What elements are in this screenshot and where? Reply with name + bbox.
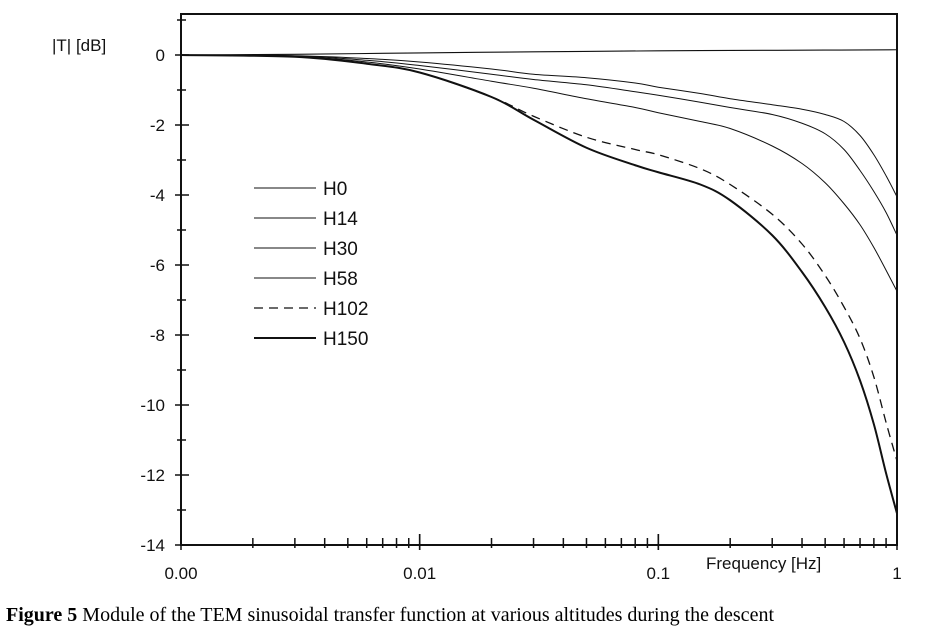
y-axis-title: |T| [dB] [52,36,106,55]
y-tick-label: -6 [150,256,165,275]
y-tick-label: 0 [156,46,165,65]
legend-label-h14: H14 [323,209,358,230]
legend-label-h30: H30 [323,239,358,260]
plot-border [180,13,898,546]
y-tick-label: -4 [150,186,165,205]
x-tick-label: 1 [892,564,901,583]
y-tick-labels: 0 -2 -4 -6 -8 -10 -12 -14 [140,46,165,555]
y-tick-label: -8 [150,326,165,345]
series-line-h58 [180,54,898,292]
legend-label-h102: H102 [323,299,368,320]
y-tick-label: -12 [140,466,165,485]
x-tick-label: 0.00 [164,564,197,583]
figure-caption-text: Module of the TEM sinusoidal transfer fu… [82,604,774,626]
legend-label-h58: H58 [323,269,358,290]
legend-label-h150: H150 [323,329,368,350]
series-lines [180,49,898,514]
x-axis-ticks [180,534,898,550]
series-line-h102 [180,54,898,462]
y-tick-label: -14 [140,536,165,555]
x-tick-labels: 0.00 0.01 0.1 1 [164,564,901,583]
series-line-h150 [180,54,898,514]
legend: H0 H14 H30 H58 H102 H150 [254,179,368,350]
y-tick-label: -2 [150,116,165,135]
x-axis-title: Frequency [Hz] [706,554,821,573]
series-line-h30 [180,54,898,236]
figure-caption: Figure 5 Module of the TEM sinusoidal tr… [6,604,949,627]
x-tick-label: 0.01 [403,564,436,583]
plot-frame [180,13,898,546]
x-tick-label: 0.1 [647,564,671,583]
series-line-h14 [180,54,898,197]
series-line-h0 [180,49,898,56]
legend-label-h0: H0 [323,179,347,200]
figure-caption-label: Figure 5 [6,604,78,626]
transfer-function-chart: 0.00 0.01 0.1 1 0 -2 -4 -6 -8 -10 -12 -14 H0 H14 H30… [52,13,902,583]
y-tick-label: -10 [140,396,165,415]
